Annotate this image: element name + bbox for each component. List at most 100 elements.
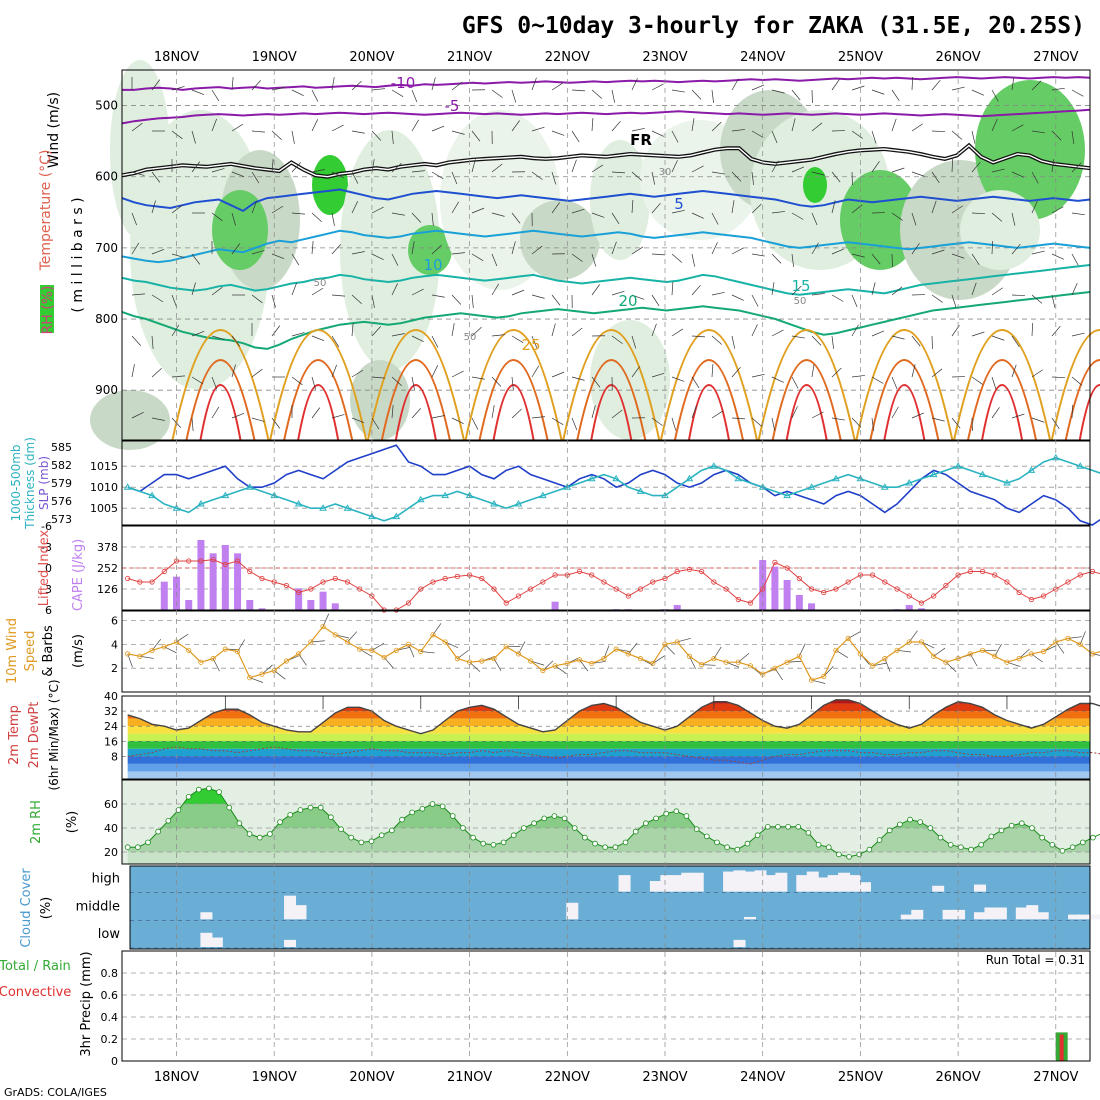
wind-barb <box>491 253 498 267</box>
temperature-band <box>127 763 1090 772</box>
warm-isotherm-arch <box>283 359 354 441</box>
thickness-marker <box>416 495 425 503</box>
wind-speed-marker <box>637 656 644 662</box>
thickness-marker <box>441 491 450 499</box>
wind-speed-marker <box>589 660 595 667</box>
wind-speed-marker <box>222 646 228 652</box>
wind-barb <box>291 376 303 386</box>
wind-speed-marker <box>967 651 973 657</box>
wind-barb <box>351 251 365 255</box>
wind-barb <box>431 125 445 132</box>
cloud-bar <box>743 916 756 920</box>
wind-barb <box>271 159 274 173</box>
wind-barb <box>611 241 617 255</box>
wind-barb <box>331 335 340 348</box>
rh-shading-blob <box>408 225 452 275</box>
lifted-index-marker <box>479 575 485 582</box>
thickness-marker <box>685 474 694 482</box>
wind-barb <box>951 253 965 259</box>
rh-marker <box>785 823 791 830</box>
wind-barb <box>391 333 405 337</box>
contour-label: 15 <box>791 277 810 295</box>
cloud-bar <box>942 909 955 920</box>
wind-barb <box>771 282 775 296</box>
warm-isotherm-arch <box>785 384 828 441</box>
lifted-index-marker <box>198 558 204 564</box>
wind-barb <box>1051 294 1056 308</box>
wind-barb <box>1051 325 1061 337</box>
wind-barb <box>371 376 385 379</box>
wind-barb <box>651 253 665 256</box>
lifted-index-tick-label: 0 <box>45 562 52 575</box>
upper-air-frame <box>121 69 1091 441</box>
lifted-index-marker <box>283 582 290 589</box>
lifted-index-marker <box>808 586 815 592</box>
lifted-index-marker <box>210 556 216 563</box>
wind-barb <box>311 169 325 173</box>
wind-barb <box>511 335 524 343</box>
warm-isotherm-arch <box>199 384 242 441</box>
wind-barb <box>371 159 375 173</box>
wind-barb <box>331 171 344 179</box>
wind-barb <box>311 287 324 296</box>
warm-isotherm-arch <box>464 329 563 441</box>
wind-barb <box>451 171 458 185</box>
thickness-marker <box>368 512 376 520</box>
wind-barb <box>171 294 177 308</box>
rh-marker <box>480 840 487 847</box>
temp-line <box>127 699 1100 735</box>
cape-bar <box>307 600 315 610</box>
wind-barb <box>611 290 625 296</box>
wind-barb <box>891 118 897 132</box>
wind-barb <box>1031 200 1038 214</box>
wind-barb <box>251 417 265 422</box>
wind-barb <box>731 200 735 214</box>
wind-barb <box>371 294 375 308</box>
wind-speed-marker <box>870 663 876 669</box>
wind-barb <box>911 123 923 132</box>
rh-marker <box>958 844 964 850</box>
wind-barb <box>551 82 564 91</box>
wind-barb <box>591 253 597 267</box>
wind-barb <box>531 335 538 349</box>
lifted-index-marker <box>674 568 680 575</box>
wind-speed-marker <box>894 647 900 653</box>
wind-barb <box>671 417 677 431</box>
credit-label: GrADS: COLA/IGES <box>4 1086 107 1099</box>
lifted-index-marker <box>320 579 326 585</box>
cloud-bar <box>649 881 662 892</box>
cloud-bar <box>210 937 223 947</box>
wind-barb <box>711 291 725 296</box>
rh-marker <box>632 828 639 835</box>
cape-tick-label: 126 <box>97 583 118 596</box>
rh-marker <box>358 839 365 846</box>
thickness-marker <box>807 483 816 490</box>
wind-barb <box>691 253 696 267</box>
wind-speed-marker <box>405 641 412 647</box>
wind-barb <box>671 253 683 263</box>
date-label-bottom: 21NOV <box>447 1070 492 1085</box>
warm-isotherm-arch <box>478 359 549 441</box>
wind-barb <box>1071 162 1082 173</box>
lifted-index-marker <box>931 593 937 599</box>
wind-barb <box>191 130 196 144</box>
lifted-index-marker <box>845 579 851 585</box>
wind-barb <box>531 365 539 378</box>
wind-speed-marker <box>528 658 534 664</box>
thickness-tick-label: 582 <box>51 459 72 472</box>
lifted-index-marker <box>870 572 876 578</box>
lifted-index-marker <box>796 575 802 582</box>
wind-barb <box>671 209 685 214</box>
rh-marker <box>1069 844 1076 850</box>
lifted-index-marker <box>1077 572 1083 578</box>
rh-marker <box>724 844 730 850</box>
contour-label: -5 <box>445 97 460 115</box>
thickness-marker <box>734 474 743 482</box>
rh-marker <box>1079 839 1086 846</box>
wind-barb <box>451 81 463 91</box>
wind-barb <box>271 325 281 337</box>
thickness-marker <box>123 483 132 490</box>
temp-tick-label: 16 <box>104 735 118 748</box>
wind-barb <box>691 118 695 132</box>
wind-barb <box>1011 413 1025 419</box>
